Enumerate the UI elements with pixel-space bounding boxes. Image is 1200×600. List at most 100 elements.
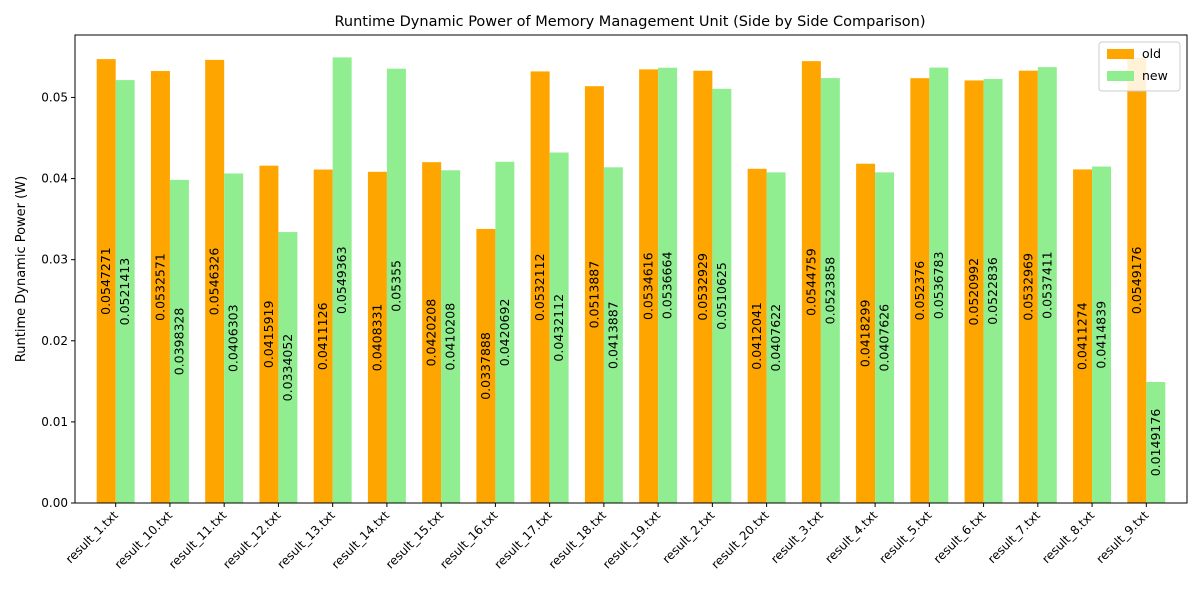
data-label-old-18: 0.0532969 bbox=[1020, 253, 1035, 321]
legend: old new bbox=[1098, 41, 1181, 92]
legend-swatch-old bbox=[1107, 49, 1134, 59]
bar-new-1 bbox=[115, 80, 135, 503]
data-label-old-5: 0.0411126 bbox=[315, 302, 330, 370]
data-labels-layer: 0.0547271 0.0532571 0.0546326 0.0415919 0.04… bbox=[98, 246, 1163, 476]
bar-new-4 bbox=[278, 232, 298, 503]
data-label-new-15: 0.0407626 bbox=[877, 304, 892, 372]
bar-old-19 bbox=[1073, 169, 1093, 503]
data-label-new-3: 0.0406303 bbox=[226, 304, 241, 372]
y-tick-label: 0.04 bbox=[41, 172, 68, 186]
bar-old-18 bbox=[1018, 70, 1038, 503]
data-label-old-3: 0.0546326 bbox=[207, 248, 222, 316]
bar-new-6 bbox=[386, 68, 406, 503]
data-label-old-7: 0.0420208 bbox=[424, 299, 439, 367]
data-label-new-10: 0.0413887 bbox=[605, 301, 620, 369]
y-tick-label: 0.00 bbox=[41, 496, 68, 510]
x-axis: result_1.txtresult_10.txtresult_11.txtre… bbox=[63, 503, 1152, 572]
data-label-new-19: 0.0414839 bbox=[1094, 301, 1109, 369]
plot-frame bbox=[74, 34, 1188, 504]
y-tick-label: 0.01 bbox=[41, 415, 68, 429]
bar-new-11 bbox=[658, 67, 678, 504]
bar-new-12 bbox=[712, 88, 732, 504]
bar-old-10 bbox=[584, 86, 604, 504]
bar-old-15 bbox=[856, 163, 876, 504]
data-label-old-20: 0.0549176 bbox=[1129, 246, 1144, 314]
data-label-new-9: 0.0432112 bbox=[551, 294, 566, 362]
y-axis-label: Runtime Dynamic Power (W) bbox=[14, 176, 29, 362]
bar-new-9 bbox=[549, 152, 569, 504]
bar-new-20 bbox=[1146, 382, 1166, 503]
x-tick-label: result_19.txt bbox=[600, 508, 664, 572]
data-label-new-7: 0.0410208 bbox=[443, 303, 458, 371]
data-label-old-13: 0.0412041 bbox=[749, 302, 764, 370]
x-tick-label: result_2.txt bbox=[660, 508, 718, 566]
x-tick-label: result_1.txt bbox=[63, 508, 121, 566]
legend-label-new: new bbox=[1142, 68, 1168, 83]
data-label-new-8: 0.0420692 bbox=[497, 299, 512, 367]
bar-old-2 bbox=[150, 71, 170, 503]
bar-new-5 bbox=[332, 57, 352, 504]
legend-label-old: old bbox=[1142, 46, 1161, 61]
y-tick-label: 0.02 bbox=[41, 334, 68, 348]
x-tick-label: result_6.txt bbox=[931, 508, 989, 566]
chart-title: Runtime Dynamic Power of Memory Manageme… bbox=[334, 14, 925, 30]
data-label-old-12: 0.0532929 bbox=[695, 253, 710, 321]
data-label-old-1: 0.0547271 bbox=[98, 247, 113, 315]
bar-old-13 bbox=[747, 168, 767, 503]
bar-old-6 bbox=[367, 171, 387, 504]
bar-new-13 bbox=[766, 172, 786, 504]
bar-old-17 bbox=[964, 80, 984, 503]
y-tick-label: 0.05 bbox=[41, 90, 68, 104]
data-label-old-6: 0.0408331 bbox=[369, 304, 384, 372]
data-label-old-16: 0.052376 bbox=[912, 261, 927, 321]
data-label-new-16: 0.0536783 bbox=[931, 252, 946, 320]
bar-new-3 bbox=[224, 173, 244, 504]
bar-old-14 bbox=[801, 61, 821, 503]
data-label-new-11: 0.0536664 bbox=[660, 252, 675, 320]
x-tick-label: result_3.txt bbox=[768, 508, 826, 566]
y-tick-label: 0.03 bbox=[41, 253, 68, 267]
bar-new-8 bbox=[495, 161, 515, 503]
bar-new-17 bbox=[983, 78, 1003, 503]
data-label-old-15: 0.0418299 bbox=[858, 300, 873, 368]
bar-old-7 bbox=[422, 162, 442, 503]
bar-new-15 bbox=[875, 172, 895, 503]
bar-new-2 bbox=[169, 179, 189, 503]
bar-new-19 bbox=[1092, 166, 1112, 503]
data-label-new-4: 0.0334052 bbox=[280, 334, 295, 402]
bar-old-12 bbox=[693, 70, 713, 503]
bar-old-11 bbox=[639, 69, 659, 503]
bar-new-7 bbox=[441, 170, 461, 503]
bar-new-18 bbox=[1037, 67, 1057, 503]
bar-old-1 bbox=[96, 59, 116, 504]
y-axis: 0.00 0.01 0.02 0.03 0.04 0.05 bbox=[41, 90, 75, 510]
data-label-new-18: 0.0537411 bbox=[1039, 251, 1054, 319]
bar-old-4 bbox=[259, 165, 279, 503]
data-label-old-9: 0.0532112 bbox=[532, 253, 547, 321]
bar-old-5 bbox=[313, 169, 333, 503]
data-label-old-17: 0.0520992 bbox=[966, 258, 981, 326]
data-label-new-17: 0.0522836 bbox=[985, 257, 1000, 325]
bar-old-3 bbox=[205, 59, 225, 504]
data-label-new-14: 0.0523858 bbox=[822, 257, 837, 325]
data-label-new-5: 0.0549363 bbox=[334, 246, 349, 314]
data-label-old-19: 0.0411274 bbox=[1075, 302, 1090, 370]
data-label-new-12: 0.0510625 bbox=[714, 262, 729, 330]
data-label-old-8: 0.0337888 bbox=[478, 332, 493, 400]
bar-new-10 bbox=[603, 167, 623, 503]
data-label-new-20: 0.0149176 bbox=[1148, 409, 1163, 477]
data-label-old-10: 0.0513887 bbox=[586, 261, 601, 329]
bar-old-16 bbox=[910, 78, 930, 504]
bar-old-9 bbox=[530, 71, 550, 503]
legend-swatch-new bbox=[1107, 71, 1134, 81]
data-label-old-2: 0.0532571 bbox=[152, 253, 167, 321]
bar-old-8 bbox=[476, 228, 496, 503]
x-tick-label: result_5.txt bbox=[877, 508, 935, 566]
data-label-new-2: 0.0398328 bbox=[171, 308, 186, 376]
x-tick-label: result_4.txt bbox=[822, 508, 880, 566]
x-tick-label: result_7.txt bbox=[985, 508, 1043, 566]
data-label-new-1: 0.0521413 bbox=[117, 258, 132, 326]
bar-old-20 bbox=[1127, 57, 1147, 504]
data-label-old-14: 0.0544759 bbox=[803, 248, 818, 316]
